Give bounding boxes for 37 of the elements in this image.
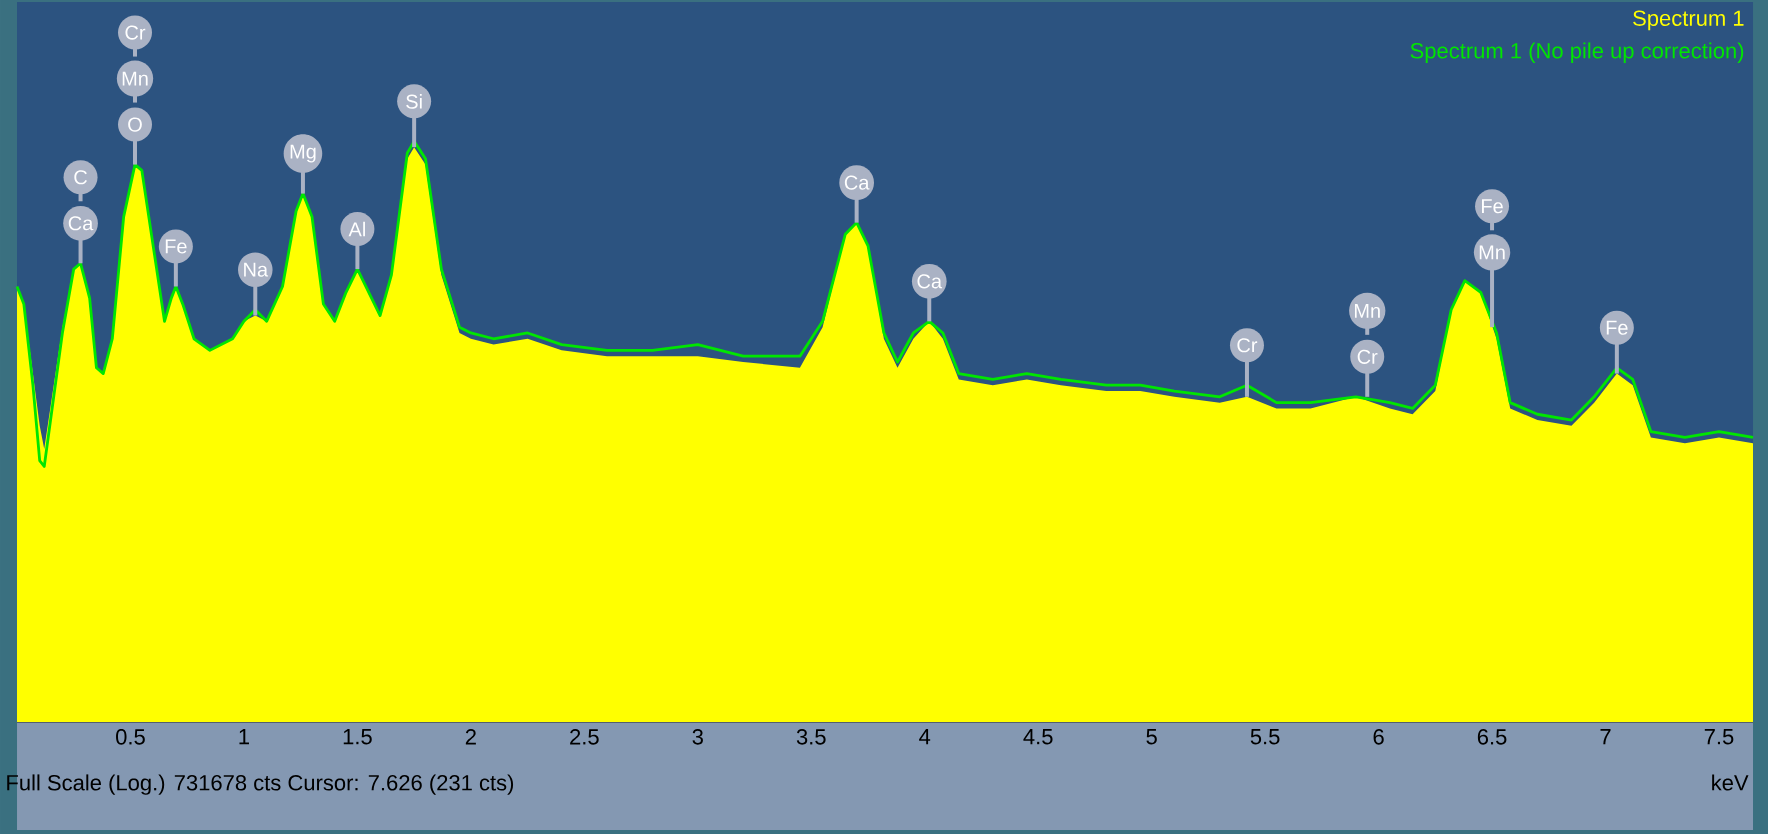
annotation: Mn [1354, 303, 1380, 318]
x-tick-label: 1.5 [343, 729, 372, 745]
annotation: C [74, 170, 87, 185]
annotation: Si [406, 94, 422, 109]
annotation: Cr [1237, 338, 1258, 353]
annotation: Ca [917, 274, 943, 289]
annotation: Fe [1482, 199, 1503, 214]
x-tick-label: 6.5 [1477, 729, 1507, 745]
x-tick-label: 0.5 [116, 729, 145, 745]
text: Spectrum 1 (No pile up correction) [1410, 42, 1744, 63]
x-tick-label: 7.5 [1704, 729, 1734, 745]
annotation: Na [244, 262, 269, 277]
x-tick-label: 2 [465, 729, 476, 745]
text: Cr [125, 25, 146, 40]
annotation: Fe [1606, 320, 1628, 335]
x-tick-label: 4.5 [1023, 729, 1053, 745]
x-axis-title: keV [1712, 774, 1749, 791]
x-tick-label: 2.5 [570, 729, 599, 745]
annotation: Ca [68, 216, 94, 231]
x-tick-label: 4 [919, 729, 931, 745]
x-tick-label: 6 [1373, 729, 1384, 745]
x-tick-label: 3.5 [796, 729, 826, 745]
x-tick-label: 5 [1146, 729, 1157, 745]
annotation: Fe [165, 239, 187, 254]
x-tick-label: 3 [692, 729, 703, 745]
text: Spectrum 1 [1633, 10, 1744, 31]
x-tick-label: 1 [239, 729, 249, 745]
annotation: Cr [1357, 349, 1378, 364]
text: Mn [122, 71, 148, 86]
annotation: O [128, 117, 142, 132]
annotation: Mn [1479, 245, 1505, 260]
x-tick-label: 7 [1600, 729, 1611, 745]
annotation: Ca [844, 175, 870, 190]
text: Full Scale (Log.) 731678 cts Cursor: 7.626 (231 cts) [7, 774, 514, 795]
annotation: Al [348, 221, 365, 237]
x-tick-label: 5.5 [1250, 729, 1280, 745]
annotation: Mg [290, 144, 316, 163]
